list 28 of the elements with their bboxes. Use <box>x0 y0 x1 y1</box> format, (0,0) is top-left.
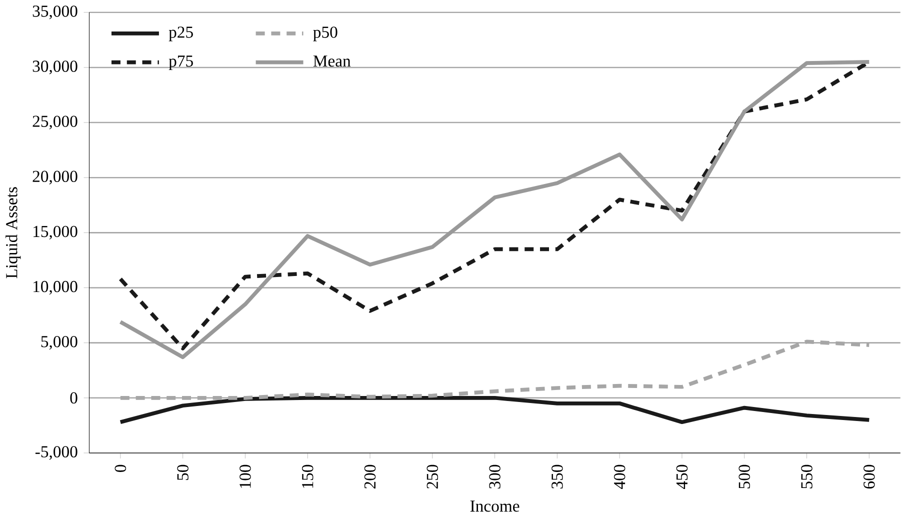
x-tick-label: 50 <box>177 464 188 480</box>
legend-label: Mean <box>313 55 351 67</box>
y-tick-label: 25,000 <box>32 116 78 130</box>
x-tick-label: 100 <box>240 464 251 488</box>
y-tick-label: 0 <box>70 392 78 404</box>
x-tick-label: 550 <box>801 464 812 488</box>
y-tick-label: -5,000 <box>35 446 78 460</box>
x-tick-label: 500 <box>738 464 750 488</box>
x-tick-label: 250 <box>426 464 438 488</box>
y-tick-label: 35,000 <box>32 5 78 20</box>
x-tick-label: 150 <box>302 464 314 488</box>
x-tick-label: 350 <box>552 464 563 488</box>
x-tick-label: 600 <box>864 464 875 488</box>
x-tick-label: 450 <box>676 464 688 489</box>
x-tick-label: 300 <box>489 464 500 488</box>
legend-label: p75 <box>168 55 193 70</box>
y-tick-label: 5,000 <box>41 336 78 350</box>
x-tick-label: 200 <box>364 464 376 488</box>
legend-label: p50 <box>313 26 338 42</box>
y-tick-label: 10,000 <box>34 280 78 294</box>
x-axis-title: Income <box>470 500 520 512</box>
y-axis-title: Liquid Assets <box>6 187 21 278</box>
y-tick-label: 20,000 <box>32 170 78 184</box>
legend-label: p25 <box>168 26 193 42</box>
x-tick-label: 0 <box>114 464 126 472</box>
y-tick-label: 15,000 <box>34 226 78 240</box>
y-tick-label: 30,000 <box>32 60 78 74</box>
x-tick-label: 400 <box>614 464 626 489</box>
